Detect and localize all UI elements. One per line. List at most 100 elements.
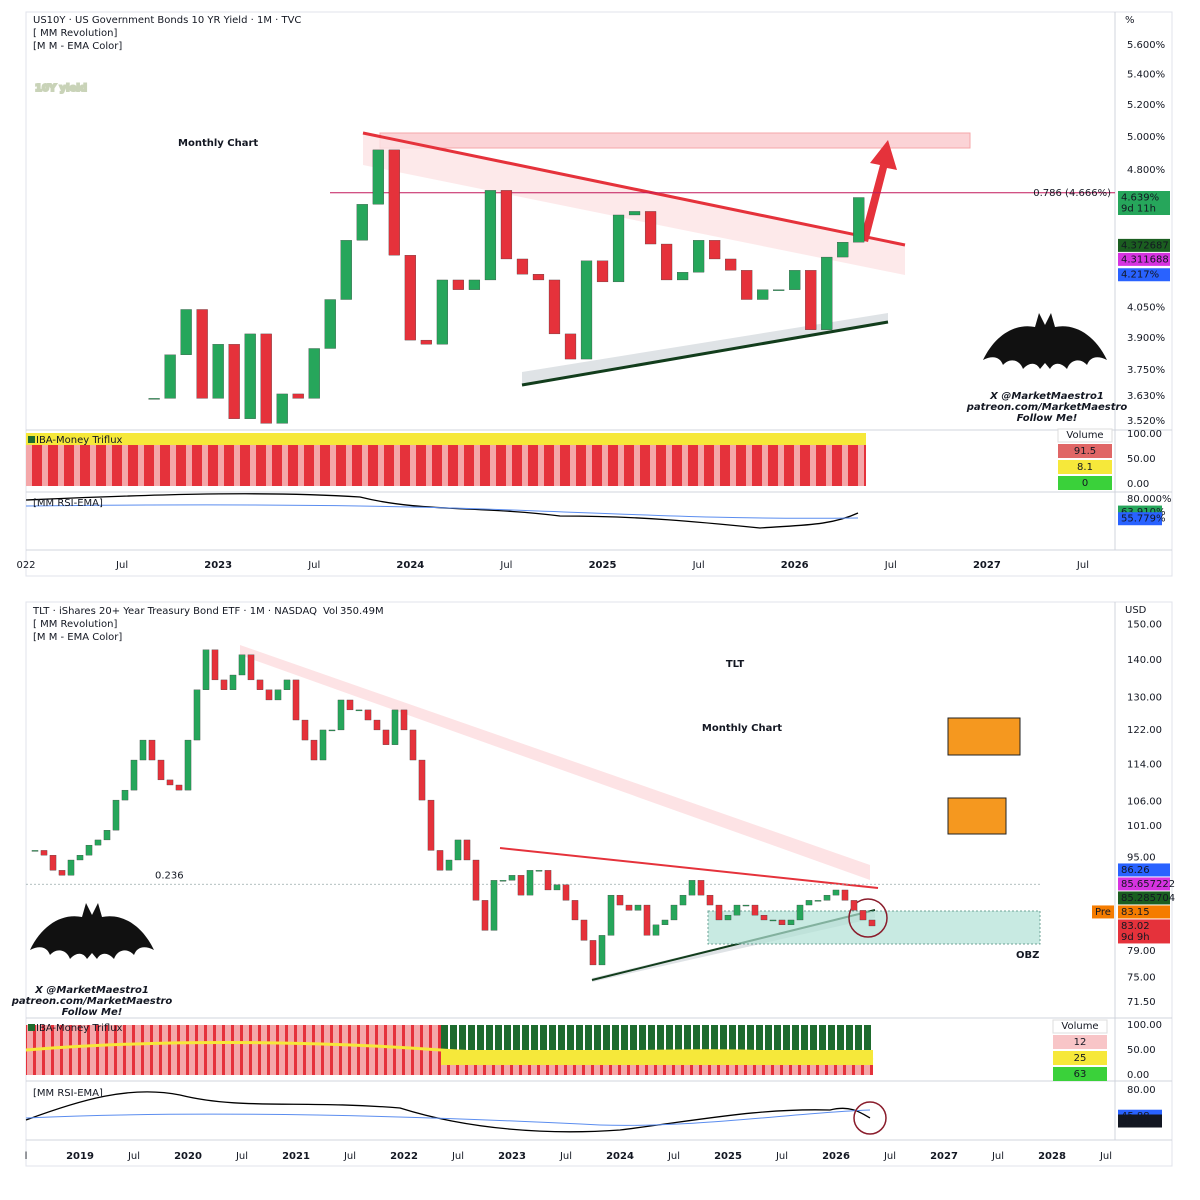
candle: [660, 243, 673, 281]
candle: [821, 256, 833, 330]
candle: [757, 289, 769, 300]
candle: [544, 870, 552, 891]
rsi-title: [MM RSI-EMA]: [33, 498, 103, 509]
x-tick-label: 2026: [822, 1151, 850, 1162]
candle: [164, 354, 176, 399]
legend-title: Volume: [1066, 430, 1103, 441]
candle: [382, 729, 390, 745]
candle: [301, 719, 309, 741]
x-tick-label: Jul: [1076, 560, 1089, 571]
y-tick-label: 140.00: [1127, 655, 1162, 666]
candle: [265, 689, 273, 701]
candle: [391, 709, 399, 745]
rsi-title: [MM RSI-EMA]: [33, 1088, 103, 1099]
rsi-badge-label: 39.60: [1121, 1116, 1150, 1127]
candle: [228, 344, 240, 419]
price-badge: [1118, 891, 1170, 905]
legend-swatch: [1053, 1051, 1107, 1065]
candle: [157, 759, 165, 781]
candle: [328, 729, 336, 732]
triflux-tick-label: 100.00: [1127, 1020, 1162, 1031]
candle: [580, 919, 588, 941]
candle: [677, 272, 689, 281]
legend-swatch: [1058, 444, 1112, 458]
chart-title: 10Y yield: [35, 83, 87, 94]
candle: [596, 260, 609, 283]
y-tick-label: 122.00: [1127, 725, 1162, 736]
price-badge-label: 4.217%: [1121, 270, 1159, 281]
candle: [841, 889, 849, 901]
candle: [260, 333, 272, 424]
candle: [49, 855, 57, 871]
legend-value: 8.1: [1077, 462, 1093, 473]
candle: [644, 211, 657, 245]
candle: [499, 880, 507, 882]
candle: [67, 859, 75, 876]
x-tick-label: 2020: [174, 1151, 202, 1162]
indicator-label: [ MM Revolution]: [33, 28, 117, 39]
candle: [356, 204, 368, 241]
price-badge: [1118, 238, 1170, 252]
candle: [580, 260, 593, 360]
candle: [436, 850, 444, 871]
x-tick-label: l: [25, 1151, 28, 1162]
y-tick-label: 5.600%: [1127, 40, 1165, 51]
candle: [853, 197, 865, 243]
triflux-title: IBA-Money Triflux: [36, 435, 123, 446]
watermark: Follow Me!: [1017, 413, 1078, 424]
candle: [463, 839, 471, 861]
x-tick-label: 2028: [1038, 1151, 1066, 1162]
candle: [769, 919, 777, 922]
x-tick-label: Jul: [235, 1151, 248, 1162]
candle: [468, 279, 481, 290]
candle: [868, 919, 876, 927]
candle: [548, 279, 561, 335]
candle: [404, 255, 416, 341]
candle: [562, 884, 570, 901]
price-badge: [1118, 863, 1170, 877]
candle: [652, 924, 660, 936]
x-tick-label: Jul: [775, 1151, 788, 1162]
candle: [166, 779, 174, 786]
candle: [837, 242, 849, 258]
candle: [364, 709, 372, 721]
candle: [103, 830, 111, 841]
x-tick-label: 2023: [498, 1151, 526, 1162]
candle: [121, 789, 129, 801]
rsi-badge: [1118, 1114, 1162, 1128]
candle: [31, 850, 39, 852]
candle: [481, 900, 489, 931]
y-tick-label: 4.050%: [1127, 302, 1165, 313]
legend-value: 91.5: [1074, 446, 1096, 457]
candle: [274, 689, 282, 701]
x-tick-label: Jul: [883, 1151, 896, 1162]
candle: [724, 915, 732, 921]
x-tick-label: 2024: [396, 560, 424, 571]
y-tick-label: 4.800%: [1127, 165, 1165, 176]
y-tick-label: 150.00: [1127, 620, 1162, 631]
legend-title: Volume: [1061, 1021, 1098, 1032]
level-label: 0.236: [155, 870, 184, 881]
candle: [607, 894, 615, 936]
x-tick-label: Jul: [343, 1151, 356, 1162]
indicator-label: [M M - EMA Color]: [33, 632, 122, 643]
rsi-tick-label: 80.000%: [1127, 494, 1172, 505]
price-badge-countdown: 9d 11h: [1121, 204, 1156, 215]
rsi-tick-label: 80.00: [1127, 1085, 1156, 1096]
price-badge-label: 83.02: [1121, 921, 1150, 932]
y-tick-label: 5.000%: [1127, 132, 1165, 143]
candle: [427, 799, 435, 851]
y-tick-label: 114.00: [1127, 759, 1162, 770]
candle: [388, 149, 400, 256]
price-badge: [1118, 905, 1170, 919]
annotations-2: [25, 645, 1041, 1135]
price-badge-label: 4.639%: [1121, 193, 1159, 204]
volume-label: Vol: [323, 606, 338, 617]
candle: [400, 709, 408, 731]
candle: [148, 739, 156, 761]
x-tick-label: 2025: [589, 560, 617, 571]
candle: [418, 759, 426, 801]
price-badge: [1118, 877, 1170, 891]
x-tick-label: 2027: [973, 560, 1001, 571]
annotations-1: [25, 131, 971, 529]
